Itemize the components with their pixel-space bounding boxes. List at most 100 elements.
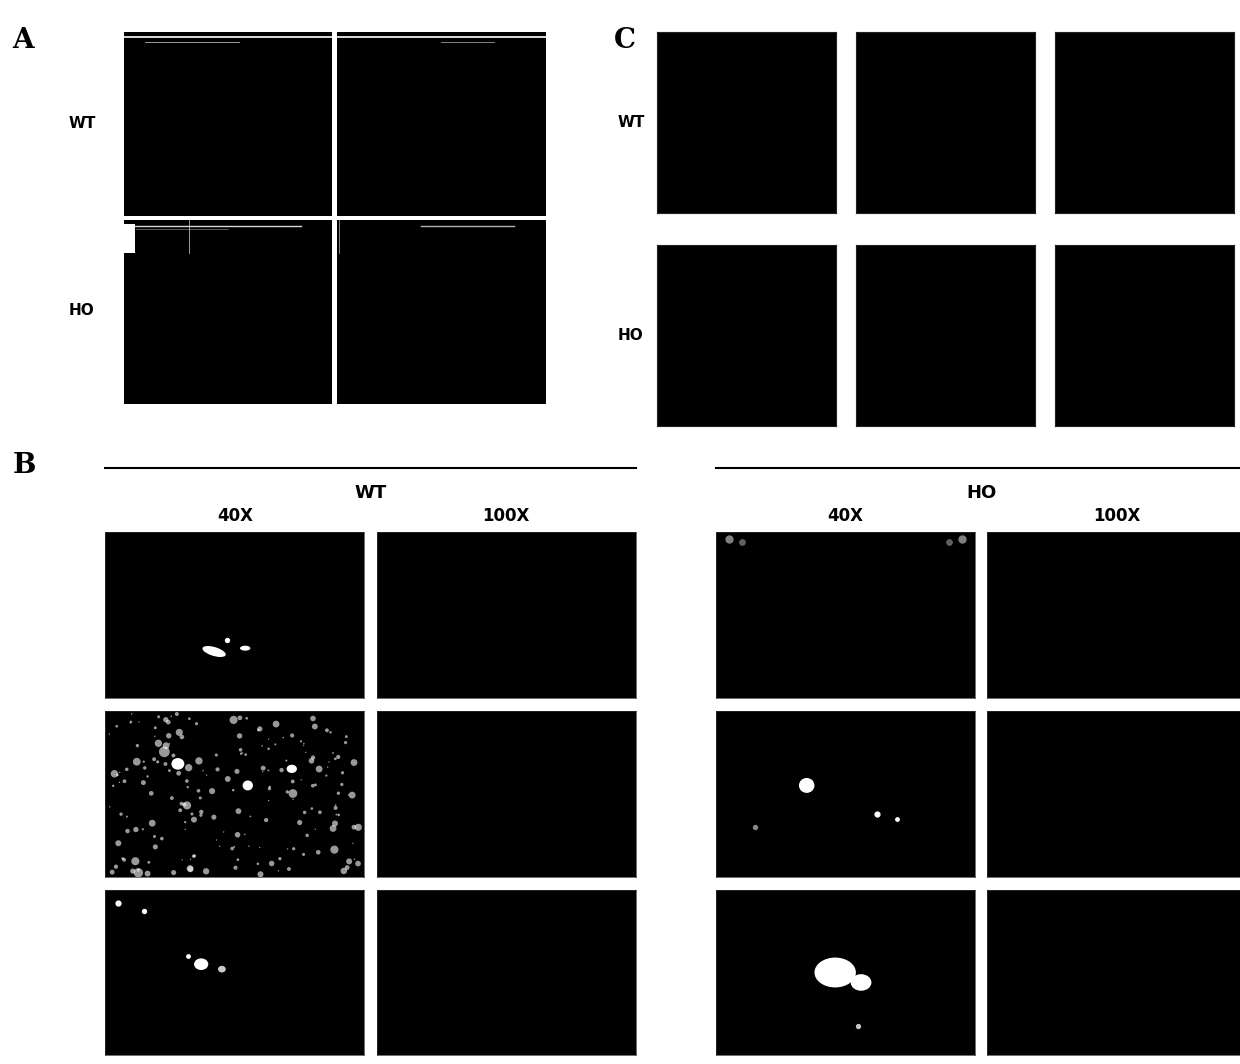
Point xyxy=(196,863,216,880)
Point xyxy=(867,805,887,822)
Point xyxy=(309,761,329,778)
Point xyxy=(129,864,149,881)
Point xyxy=(108,835,128,852)
Point xyxy=(228,802,248,819)
Point xyxy=(222,841,242,858)
Point xyxy=(202,783,222,800)
Point xyxy=(283,791,303,808)
Point xyxy=(277,752,296,769)
Point xyxy=(170,724,190,741)
Ellipse shape xyxy=(171,758,185,769)
Text: HO: HO xyxy=(68,302,94,318)
Point xyxy=(296,744,316,761)
Point xyxy=(175,796,195,813)
Point xyxy=(329,807,348,824)
Point xyxy=(253,763,273,780)
Point xyxy=(284,841,304,858)
Point xyxy=(134,902,154,919)
Point xyxy=(161,708,181,725)
Point xyxy=(301,752,321,769)
Point xyxy=(236,746,255,763)
Point xyxy=(310,803,330,820)
Point xyxy=(343,818,363,835)
Point xyxy=(267,716,286,733)
Point xyxy=(259,792,279,809)
Point xyxy=(188,752,208,769)
Point xyxy=(191,807,211,824)
Text: B: B xyxy=(12,452,36,479)
Text: WT: WT xyxy=(68,116,95,132)
Point xyxy=(326,799,346,816)
Point xyxy=(325,815,345,832)
Point xyxy=(114,851,134,868)
Point xyxy=(99,726,119,743)
Point xyxy=(303,710,322,727)
Point xyxy=(259,780,279,797)
Point xyxy=(113,850,133,867)
Point xyxy=(145,828,165,845)
Point xyxy=(145,728,165,745)
Point xyxy=(325,842,345,859)
Point xyxy=(273,729,293,746)
Point xyxy=(260,778,280,795)
Point xyxy=(317,759,337,776)
Ellipse shape xyxy=(218,966,226,972)
Point xyxy=(112,805,131,822)
Point xyxy=(227,763,247,780)
Point xyxy=(303,749,322,766)
Point xyxy=(336,734,356,751)
Point xyxy=(122,705,141,722)
Point xyxy=(317,721,337,738)
Point xyxy=(278,841,298,858)
Point xyxy=(179,760,198,777)
Point xyxy=(110,764,130,781)
Point xyxy=(126,753,146,770)
Point xyxy=(239,837,259,854)
Point xyxy=(175,821,195,838)
Point xyxy=(250,866,270,883)
Point xyxy=(197,766,217,783)
Ellipse shape xyxy=(193,959,208,970)
Point xyxy=(309,844,329,861)
Point xyxy=(184,811,203,828)
Text: WT: WT xyxy=(355,484,387,501)
Point xyxy=(213,824,233,841)
Point xyxy=(231,745,250,762)
Point xyxy=(164,747,184,764)
Ellipse shape xyxy=(241,646,250,651)
Point xyxy=(326,797,346,814)
Point xyxy=(305,718,325,735)
Point xyxy=(207,761,227,778)
Text: 40X: 40X xyxy=(827,508,863,525)
Point xyxy=(329,748,348,765)
Point xyxy=(262,855,281,872)
Point xyxy=(177,797,197,814)
Text: 40X: 40X xyxy=(217,508,253,525)
Point xyxy=(107,859,126,876)
Point xyxy=(278,783,298,800)
Point xyxy=(155,744,175,761)
Point xyxy=(122,714,141,731)
Point xyxy=(325,750,345,767)
Point xyxy=(159,714,179,731)
Point xyxy=(336,728,356,745)
Point xyxy=(190,789,210,807)
Point xyxy=(258,762,278,779)
Text: 100X: 100X xyxy=(1094,508,1141,525)
Point xyxy=(301,800,321,817)
Point xyxy=(348,819,368,836)
Point xyxy=(231,742,250,759)
Point xyxy=(745,818,765,835)
Bar xyxy=(124,223,135,253)
Point xyxy=(159,727,179,744)
Point xyxy=(117,761,136,778)
Point xyxy=(129,862,149,879)
Point xyxy=(237,710,257,727)
Text: A: A xyxy=(12,27,33,53)
Point xyxy=(181,851,201,868)
Point xyxy=(732,533,751,550)
Point xyxy=(248,721,268,738)
Point xyxy=(848,1017,868,1034)
Point xyxy=(138,865,157,882)
Text: HO: HO xyxy=(966,484,996,501)
